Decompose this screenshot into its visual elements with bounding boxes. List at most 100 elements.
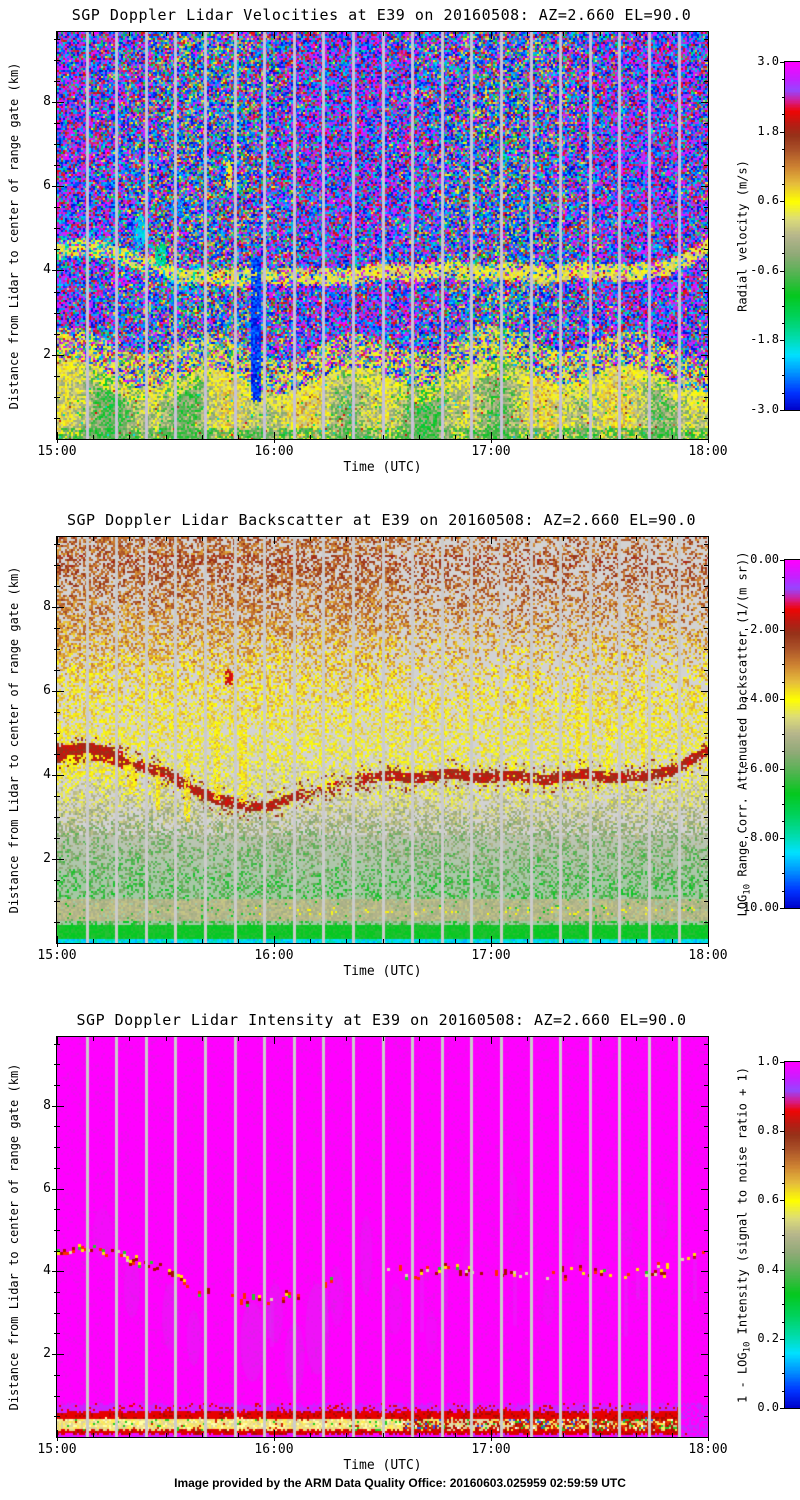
tick-mark bbox=[782, 253, 785, 254]
tick-mark bbox=[780, 769, 785, 770]
tick-mark bbox=[166, 939, 167, 943]
tick-mark bbox=[491, 1037, 492, 1044]
tick-mark bbox=[455, 1433, 456, 1437]
tick-mark bbox=[54, 628, 60, 629]
tick-mark bbox=[563, 435, 564, 439]
tick-mark bbox=[782, 1252, 785, 1253]
tick-mark bbox=[780, 1408, 785, 1409]
y-tick-label: 4 bbox=[43, 262, 51, 277]
tick-mark bbox=[54, 1396, 60, 1397]
tick-mark bbox=[780, 1131, 785, 1132]
tick-mark bbox=[238, 435, 239, 439]
tick-mark bbox=[274, 32, 275, 39]
intensity-colorbar-gradient bbox=[785, 1062, 800, 1408]
y-tick-label: 2 bbox=[43, 347, 51, 362]
tick-mark bbox=[600, 1433, 601, 1437]
tick-mark bbox=[701, 607, 708, 608]
tick-mark bbox=[52, 1271, 64, 1272]
tick-mark bbox=[704, 228, 708, 229]
tick-mark bbox=[704, 1064, 708, 1065]
tick-mark bbox=[310, 435, 311, 439]
tick-mark bbox=[310, 1433, 311, 1437]
velocity-chart-title: SGP Doppler Lidar Velocities at E39 on 2… bbox=[71, 6, 692, 24]
colorbar-tick-label: 0.2 bbox=[757, 1331, 779, 1345]
backscatter-colorbar bbox=[784, 559, 800, 909]
tick-mark bbox=[704, 313, 708, 314]
tick-mark bbox=[238, 1037, 239, 1041]
tick-mark bbox=[704, 1333, 708, 1334]
tick-mark bbox=[346, 537, 347, 541]
tick-mark bbox=[782, 1183, 785, 1184]
x-tick-label: 16:00 bbox=[254, 444, 294, 459]
y-tick-label: 8 bbox=[43, 1098, 51, 1113]
intensity-chart-title: SGP Doppler Lidar Intensity at E39 on 20… bbox=[76, 1011, 687, 1029]
tick-mark bbox=[701, 355, 708, 356]
colorbar-tick-label: -10.00 bbox=[735, 900, 779, 914]
colorbar-label-pre: 1 - LOG bbox=[735, 1352, 750, 1403]
x-tick-label: 17:00 bbox=[471, 444, 511, 459]
tick-mark bbox=[704, 418, 708, 419]
tick-mark bbox=[600, 435, 601, 439]
tick-mark bbox=[704, 796, 708, 797]
y-tick-label: 8 bbox=[43, 599, 51, 614]
tick-mark bbox=[636, 435, 637, 439]
tick-mark bbox=[310, 537, 311, 541]
tick-mark bbox=[704, 397, 708, 398]
tick-mark bbox=[54, 733, 60, 734]
tick-mark bbox=[780, 1062, 785, 1063]
tick-mark bbox=[202, 1037, 203, 1041]
tick-mark bbox=[54, 397, 60, 398]
tick-mark bbox=[782, 577, 785, 578]
tick-mark bbox=[672, 1433, 673, 1437]
tick-mark bbox=[704, 670, 708, 671]
velocity-colorbar bbox=[784, 61, 800, 411]
tick-mark bbox=[782, 647, 785, 648]
tick-mark bbox=[455, 32, 456, 36]
tick-mark bbox=[52, 775, 64, 776]
tick-mark bbox=[419, 435, 420, 439]
tick-mark bbox=[52, 1354, 64, 1355]
tick-mark bbox=[780, 201, 785, 202]
intensity-y-axis-title: Distance from Lidar to center of range g… bbox=[7, 1063, 21, 1411]
tick-mark bbox=[704, 1085, 708, 1086]
tick-mark bbox=[54, 838, 60, 839]
tick-mark bbox=[782, 184, 785, 185]
tick-mark bbox=[782, 149, 785, 150]
tick-mark bbox=[52, 102, 64, 103]
tick-mark bbox=[57, 32, 58, 39]
colorbar-tick-label: -8.00 bbox=[742, 830, 779, 844]
tick-mark bbox=[782, 856, 785, 857]
tick-mark bbox=[780, 630, 785, 631]
tick-mark bbox=[780, 340, 785, 341]
tick-mark bbox=[563, 1433, 564, 1437]
backscatter-colorbar-gradient bbox=[785, 560, 800, 908]
tick-mark bbox=[383, 435, 384, 439]
tick-mark bbox=[704, 60, 708, 61]
tick-mark bbox=[701, 1189, 708, 1190]
y-tick-label: 4 bbox=[43, 1263, 51, 1278]
velocity-heatmap bbox=[56, 31, 709, 440]
tick-mark bbox=[310, 1037, 311, 1041]
tick-mark bbox=[563, 537, 564, 541]
tick-mark bbox=[704, 1126, 708, 1127]
tick-mark bbox=[129, 435, 130, 439]
tick-mark bbox=[672, 1037, 673, 1041]
tick-mark bbox=[527, 1433, 528, 1437]
tick-mark bbox=[704, 144, 708, 145]
tick-mark bbox=[166, 537, 167, 541]
tick-mark bbox=[54, 1292, 60, 1293]
tick-mark bbox=[672, 939, 673, 943]
backscatter-heatmap bbox=[56, 536, 709, 944]
tick-mark bbox=[129, 537, 130, 541]
tick-mark bbox=[636, 537, 637, 541]
colorbar-tick-label: 0.00 bbox=[750, 552, 779, 566]
tick-mark bbox=[708, 1037, 709, 1044]
colorbar-tick-label: -0.6 bbox=[750, 263, 779, 277]
tick-mark bbox=[782, 682, 785, 683]
tick-mark bbox=[782, 1373, 785, 1374]
tick-mark bbox=[54, 544, 60, 545]
tick-mark bbox=[782, 786, 785, 787]
backscatter-heatmap-canvas bbox=[57, 537, 708, 943]
tick-mark bbox=[54, 1375, 60, 1376]
tick-mark bbox=[782, 79, 785, 80]
